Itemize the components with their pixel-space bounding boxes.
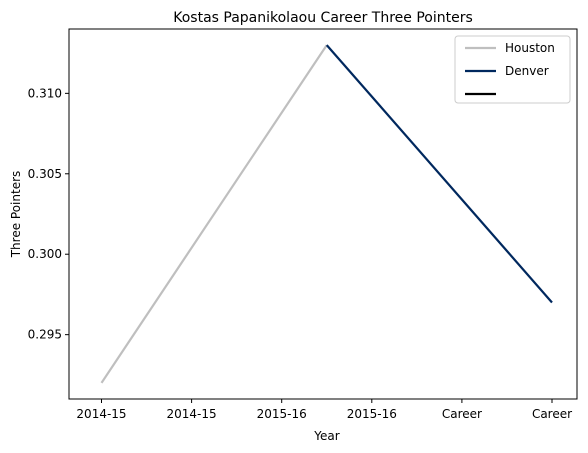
x-tick-label: 2015-16 xyxy=(257,407,307,421)
x-axis-ticks: 2014-15 2014-15 2015-16 2015-16 Career Career xyxy=(76,399,572,421)
legend-label-houston: Houston xyxy=(505,41,555,55)
x-tick-label: 2014-15 xyxy=(167,407,217,421)
y-tick-label: 0.310 xyxy=(28,86,62,100)
x-axis-label: Year xyxy=(313,429,339,443)
plot-lines xyxy=(100,44,553,384)
legend-box xyxy=(454,35,571,104)
legend: Houston Denver xyxy=(454,35,571,104)
y-tick-label: 0.300 xyxy=(28,247,62,261)
chart-title: Kostas Papanikolaou Career Three Pointer… xyxy=(173,10,473,26)
series-line-denver xyxy=(325,44,553,304)
legend-label-denver: Denver xyxy=(505,64,549,78)
x-tick-label: Career xyxy=(532,407,572,421)
y-tick-label: 0.295 xyxy=(28,328,62,342)
y-axis-label: Three Pointers xyxy=(9,171,23,259)
y-tick-label: 0.305 xyxy=(28,167,62,181)
y-axis-ticks: 0.295 0.300 0.305 0.310 xyxy=(28,86,69,342)
plot-frame xyxy=(68,28,578,400)
x-tick-label: Career xyxy=(442,407,482,421)
series-line-houston xyxy=(100,44,328,384)
x-tick-label: 2015-16 xyxy=(347,407,397,421)
x-tick-label: 2014-15 xyxy=(76,407,126,421)
